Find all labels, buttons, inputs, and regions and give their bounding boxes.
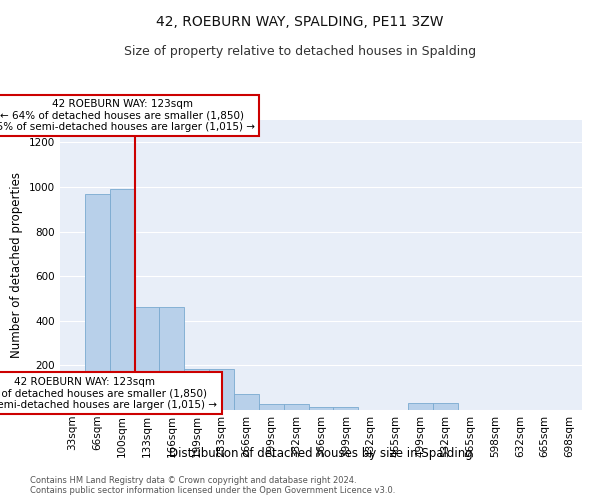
Bar — [134, 308, 160, 410]
Bar — [60, 372, 85, 410]
Bar — [334, 406, 358, 410]
Bar — [184, 368, 209, 410]
Text: 42 ROEBURN WAY: 123sqm
← 64% of detached houses are smaller (1,850)
35% of semi-: 42 ROEBURN WAY: 123sqm ← 64% of detached… — [0, 99, 254, 132]
Bar — [209, 368, 234, 410]
Bar — [85, 194, 110, 410]
Bar — [408, 404, 433, 410]
Y-axis label: Number of detached properties: Number of detached properties — [10, 172, 23, 358]
Bar — [110, 189, 134, 410]
Text: Size of property relative to detached houses in Spalding: Size of property relative to detached ho… — [124, 45, 476, 58]
Bar — [433, 404, 458, 410]
Bar — [284, 404, 308, 410]
Text: Distribution of detached houses by size in Spalding: Distribution of detached houses by size … — [169, 448, 473, 460]
Bar — [259, 404, 284, 410]
Text: Contains HM Land Registry data © Crown copyright and database right 2024.
Contai: Contains HM Land Registry data © Crown c… — [30, 476, 395, 495]
Bar — [160, 308, 184, 410]
Text: 42, ROEBURN WAY, SPALDING, PE11 3ZW: 42, ROEBURN WAY, SPALDING, PE11 3ZW — [156, 15, 444, 29]
Bar — [234, 394, 259, 410]
Text: 42 ROEBURN WAY: 123sqm
← 64% of detached houses are smaller (1,850)
35% of semi-: 42 ROEBURN WAY: 123sqm ← 64% of detached… — [0, 376, 217, 410]
Bar — [308, 406, 334, 410]
